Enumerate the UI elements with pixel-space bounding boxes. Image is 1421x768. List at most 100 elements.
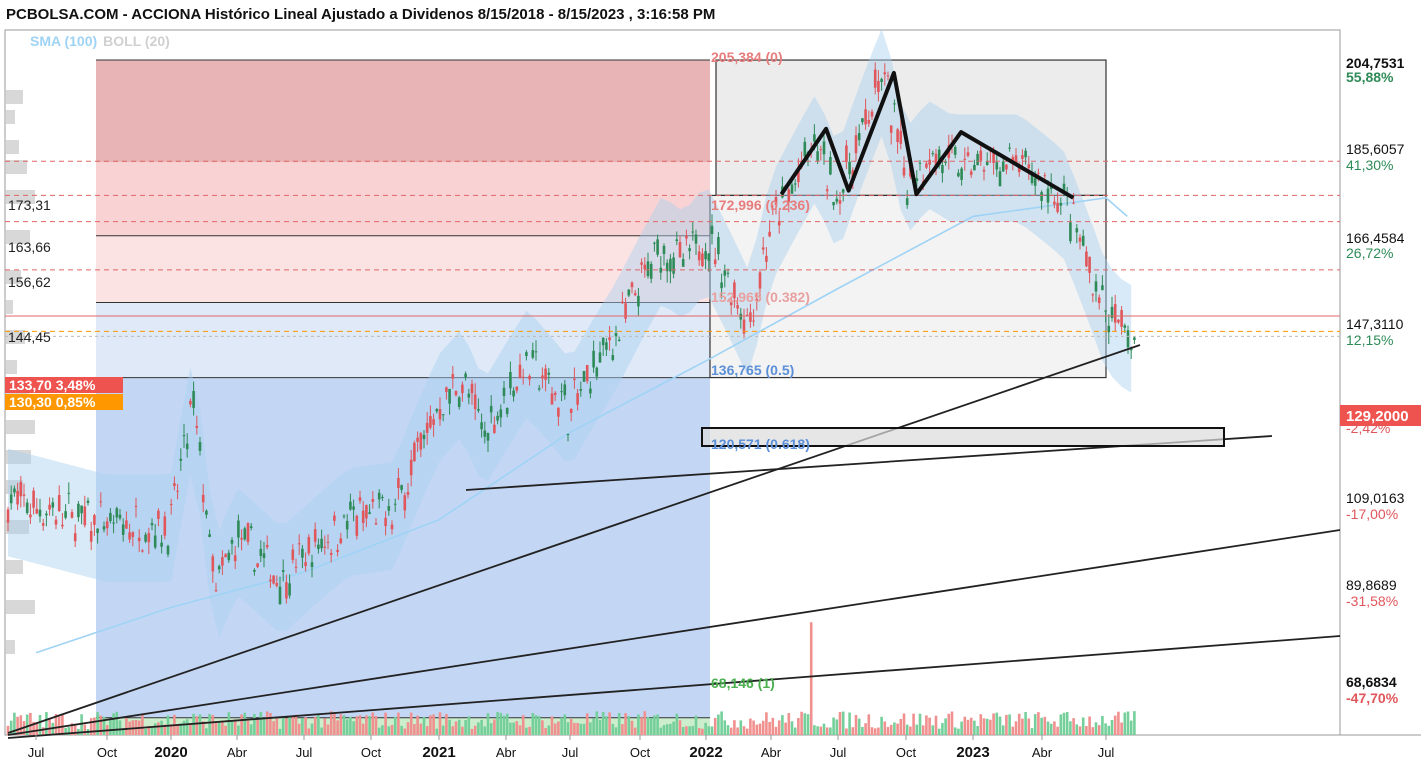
volume-bar — [854, 714, 858, 735]
volume-bar — [745, 728, 749, 735]
candle-body — [617, 339, 621, 341]
volume-bar — [838, 712, 842, 735]
volume-bar — [80, 714, 83, 735]
candle-body — [518, 364, 522, 378]
candle-body — [1037, 172, 1040, 174]
volume-bars — [6, 622, 1136, 735]
x-tick-label: Abr — [227, 745, 248, 760]
chart-title: PCBOLSA.COM - ACCIONA Histórico Lineal A… — [6, 6, 716, 23]
volume-bar — [281, 717, 285, 735]
volume-bar — [947, 713, 951, 735]
candle-body — [201, 494, 205, 503]
candle-body — [336, 549, 339, 553]
volume-bar — [633, 727, 637, 735]
volume-bar — [365, 715, 368, 735]
volume-bar — [611, 723, 615, 735]
candle-body — [905, 198, 909, 206]
volume-bar — [813, 725, 816, 735]
fib-label-5: 68,146 (1) — [711, 675, 775, 691]
volume-bar — [960, 721, 963, 735]
candle-body — [813, 134, 816, 142]
candle-body — [521, 376, 525, 378]
volume-profile-bar — [5, 140, 19, 154]
candle-body — [374, 523, 378, 525]
candle-body — [339, 538, 343, 544]
volume-bar — [822, 723, 826, 735]
candle-body — [1094, 281, 1098, 292]
volume-bar — [992, 713, 995, 735]
volume-bar — [275, 717, 279, 735]
volume-bar — [406, 722, 410, 735]
volume-bar — [1075, 724, 1079, 735]
volume-bar — [1021, 718, 1024, 735]
candle-body — [425, 422, 429, 433]
volume-bar — [121, 728, 125, 735]
candle-body — [182, 435, 186, 437]
candle-body — [275, 582, 279, 587]
volume-bar — [454, 721, 458, 735]
candle-body — [198, 442, 202, 451]
candle-body — [166, 545, 170, 555]
candle-body — [880, 78, 883, 83]
candle-body — [531, 350, 535, 358]
candle-body — [1021, 155, 1024, 159]
volume-bar — [509, 722, 512, 735]
candle-body — [723, 270, 727, 276]
candle-body — [192, 390, 195, 408]
candle-body — [397, 477, 400, 488]
volume-bar — [374, 716, 378, 735]
volume-bar — [886, 726, 890, 735]
candle-body — [707, 253, 711, 261]
volume-bar — [598, 719, 602, 735]
volume-bar — [1017, 713, 1021, 735]
candle-body — [1081, 235, 1085, 246]
boll-label: BOLL (20) — [103, 33, 170, 49]
candle-body — [771, 208, 775, 210]
volume-bar — [1043, 716, 1047, 735]
volume-bar — [1129, 720, 1133, 735]
left-level-label: 163,66 — [8, 239, 51, 255]
volume-bar — [326, 724, 330, 735]
volume-bar — [253, 713, 256, 735]
volume-bar — [45, 712, 48, 735]
volume-bar — [480, 719, 483, 735]
volume-bar — [669, 723, 672, 735]
volume-bar — [592, 718, 595, 735]
volume-bar — [803, 713, 807, 735]
volume-profile-bar — [5, 600, 35, 614]
volume-bar — [416, 715, 419, 735]
candle-body — [1011, 157, 1015, 163]
volume-bar — [96, 712, 99, 735]
candle-body — [112, 522, 115, 524]
volume-bar — [208, 713, 211, 735]
volume-bar — [1117, 711, 1120, 735]
candle-body — [742, 319, 746, 334]
volume-bar — [608, 712, 611, 735]
volume-bar — [637, 714, 640, 735]
volume-bar — [675, 713, 679, 735]
candle-body — [611, 355, 615, 360]
volume-bar — [899, 718, 903, 735]
volume-profile-bar — [5, 90, 23, 104]
candle-body — [25, 502, 29, 514]
volume-bar — [201, 721, 205, 735]
candle-body — [278, 586, 282, 605]
candle-body — [464, 373, 467, 378]
volume-bar — [582, 723, 586, 735]
candle-body — [963, 158, 967, 160]
volume-bar — [1091, 727, 1095, 735]
volume-bar — [617, 712, 621, 735]
volume-bar — [893, 722, 896, 735]
candle-body — [35, 508, 39, 514]
candle-body — [467, 393, 471, 398]
volume-bar — [704, 722, 707, 735]
candle-body — [173, 483, 176, 487]
fib-label-1: 172,996 (0.236) — [711, 197, 810, 213]
candle-body — [697, 251, 701, 261]
candle-body — [973, 164, 976, 171]
candle-body — [304, 562, 307, 567]
candle-body — [499, 409, 503, 418]
volume-bar — [918, 713, 922, 735]
volume-bar — [931, 725, 935, 735]
